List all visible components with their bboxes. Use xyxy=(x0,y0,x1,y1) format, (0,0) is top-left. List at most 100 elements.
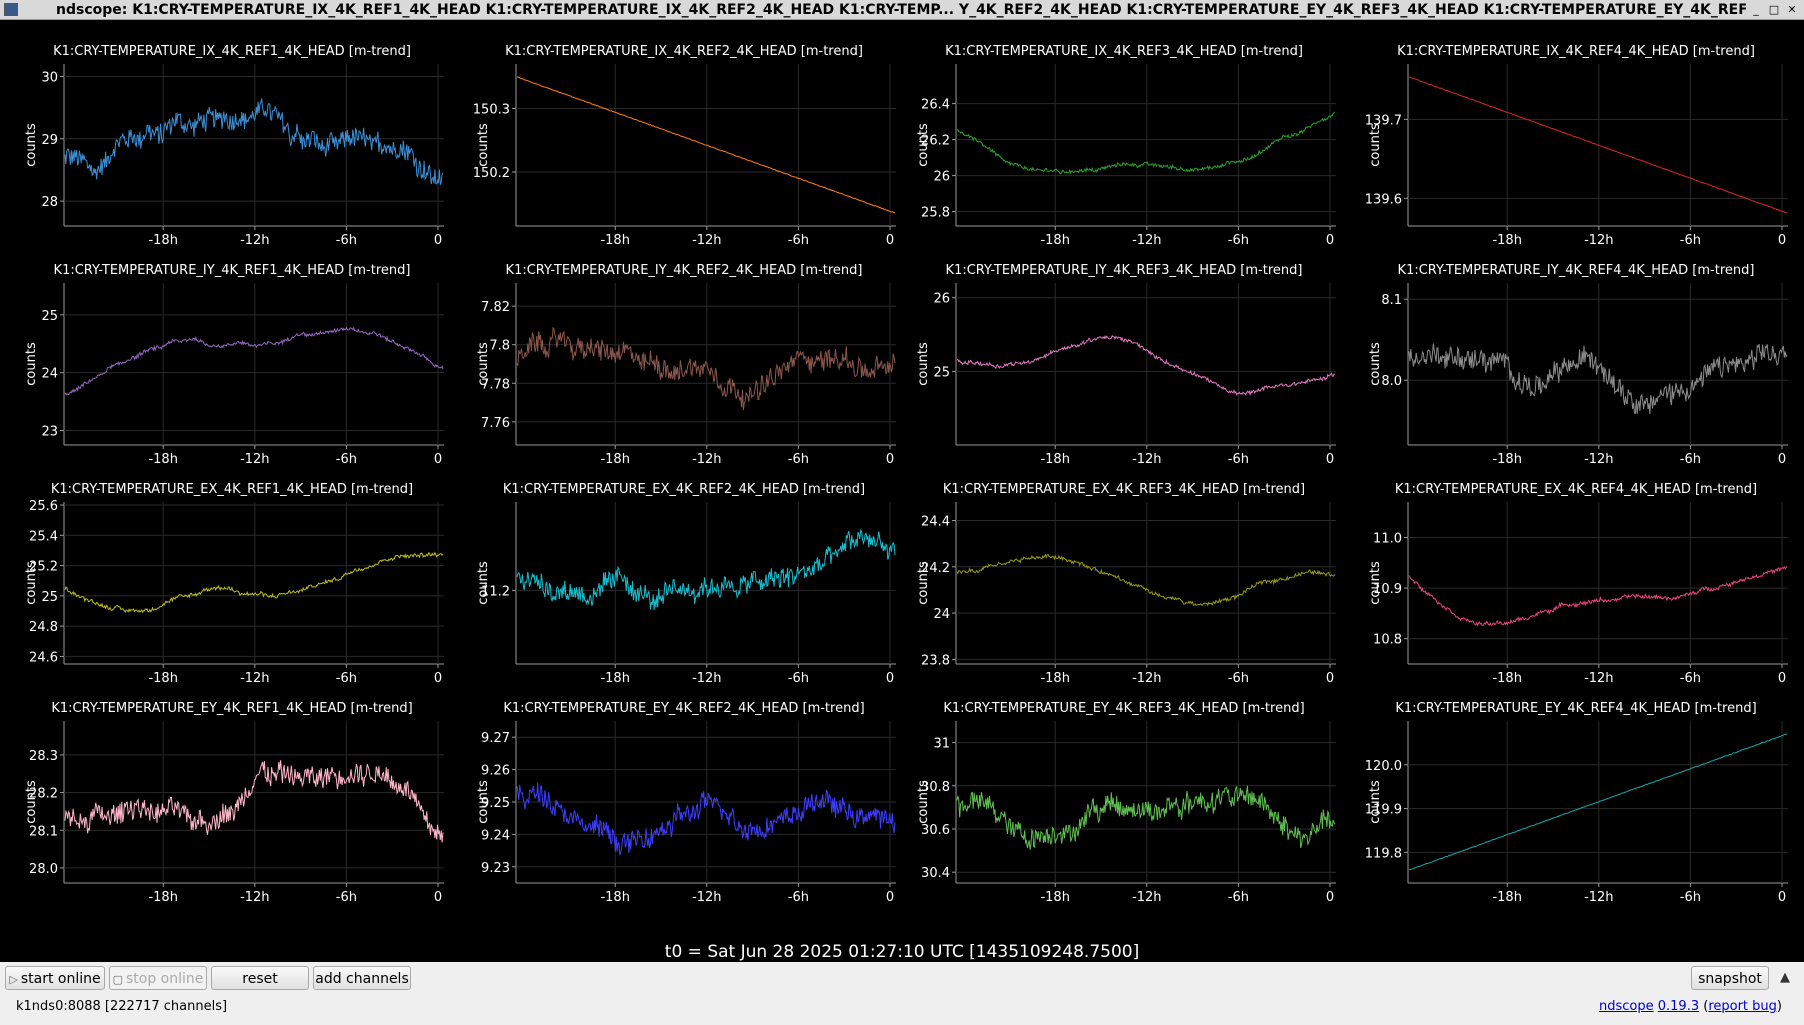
x-tick-label: 0 xyxy=(1326,890,1334,905)
y-axis-label: counts xyxy=(476,342,491,386)
y-tick-label: 24.4 xyxy=(921,515,950,530)
y-tick-label: 9.24 xyxy=(481,828,510,843)
plot-panel[interactable]: K1:CRY-TEMPERATURE_EX_4K_REF3_4K_HEAD [m… xyxy=(916,482,1336,686)
maximize-button[interactable]: □ xyxy=(1768,3,1780,16)
play-icon: ▷ xyxy=(9,973,18,986)
plot-area: K1:CRY-TEMPERATURE_IX_4K_REF1_4K_HEAD [m… xyxy=(0,20,1804,962)
y-tick-label: 26.4 xyxy=(921,98,950,113)
x-tick-label: 0 xyxy=(434,890,442,905)
x-tick-label: -6h xyxy=(1228,671,1249,686)
x-tick-label: -6h xyxy=(1680,890,1701,905)
plot-panel[interactable]: K1:CRY-TEMPERATURE_IX_4K_REF1_4K_HEAD [m… xyxy=(24,44,444,248)
x-tick-label: 0 xyxy=(886,890,894,905)
plot-panel[interactable]: K1:CRY-TEMPERATURE_EY_4K_REF3_4K_HEAD [m… xyxy=(916,701,1336,905)
bottom-toolbar: ▷ start online ▢ stop online reset add cha… xyxy=(0,962,1804,1025)
y-axis-label: counts xyxy=(916,561,931,605)
stop-icon: ▢ xyxy=(112,973,123,986)
plot-title: K1:CRY-TEMPERATURE_EY_4K_REF4_4K_HEAD [m… xyxy=(1395,701,1756,716)
title-bar: ndscope: K1:CRY-TEMPERATURE_IX_4K_REF1_4… xyxy=(0,0,1804,20)
y-tick-label: 24 xyxy=(41,367,58,382)
series-trace xyxy=(1408,565,1788,627)
y-tick-label: 10.8 xyxy=(1373,633,1402,648)
plot-title: K1:CRY-TEMPERATURE_IX_4K_REF1_4K_HEAD [m… xyxy=(53,44,411,59)
x-tick-label: -12h xyxy=(1584,671,1613,686)
x-tick-label: -18h xyxy=(1040,890,1069,905)
y-tick-label: 10.9 xyxy=(1373,582,1402,597)
x-tick-label: -18h xyxy=(1492,233,1521,248)
plot-panel[interactable]: K1:CRY-TEMPERATURE_EX_4K_REF1_4K_HEAD [m… xyxy=(24,482,444,686)
plot-panel[interactable]: K1:CRY-TEMPERATURE_IY_4K_REF1_4K_HEAD [m… xyxy=(24,263,444,467)
plot-panel[interactable]: K1:CRY-TEMPERATURE_IX_4K_REF4_4K_HEAD [m… xyxy=(1365,44,1788,248)
y-tick-label: 139.6 xyxy=(1365,192,1402,207)
y-tick-label: 8.1 xyxy=(1381,293,1402,308)
ndscope-link[interactable]: ndscope xyxy=(1598,999,1654,1014)
y-tick-label: 26 xyxy=(933,292,950,307)
plot-panel[interactable]: K1:CRY-TEMPERATURE_EY_4K_REF2_4K_HEAD [m… xyxy=(476,701,896,905)
plot-title: K1:CRY-TEMPERATURE_EY_4K_REF1_4K_HEAD [m… xyxy=(51,701,412,716)
x-tick-label: -6h xyxy=(1228,890,1249,905)
version-link[interactable]: 0.19.3 xyxy=(1657,999,1700,1014)
snapshot-button[interactable]: snapshot xyxy=(1691,966,1769,990)
status-text: k1nds0:8088 [222717 channels] xyxy=(16,999,228,1014)
add-channels-button[interactable]: add channels xyxy=(313,966,411,990)
y-tick-label: 28.2 xyxy=(29,787,58,802)
x-tick-label: -18h xyxy=(600,671,629,686)
y-tick-label: 28.3 xyxy=(29,749,58,764)
plot-title: K1:CRY-TEMPERATURE_EX_4K_REF3_4K_HEAD [m… xyxy=(943,482,1305,497)
x-tick-label: -6h xyxy=(1228,233,1249,248)
report-bug-link[interactable]: report bug xyxy=(1708,999,1777,1014)
app-icon xyxy=(4,3,18,16)
plot-title: K1:CRY-TEMPERATURE_IY_4K_REF1_4K_HEAD [m… xyxy=(54,263,411,278)
reset-button[interactable]: reset xyxy=(211,966,309,990)
minimize-button[interactable]: _ xyxy=(1753,3,1759,16)
plot-title: K1:CRY-TEMPERATURE_IX_4K_REF3_4K_HEAD [m… xyxy=(945,44,1303,59)
plot-panel[interactable]: K1:CRY-TEMPERATURE_IY_4K_REF2_4K_HEAD [m… xyxy=(476,263,896,467)
plot-panel[interactable]: K1:CRY-TEMPERATURE_EY_4K_REF1_4K_HEAD [m… xyxy=(24,701,444,905)
series-trace xyxy=(64,551,444,614)
plot-panel[interactable]: K1:CRY-TEMPERATURE_IX_4K_REF3_4K_HEAD [m… xyxy=(916,44,1336,248)
series-trace xyxy=(1408,76,1788,214)
stop-online-button[interactable]: ▢ stop online xyxy=(109,966,207,990)
plot-panel[interactable]: K1:CRY-TEMPERATURE_IY_4K_REF4_4K_HEAD [m… xyxy=(1368,263,1788,467)
close-button[interactable]: ✕ xyxy=(1787,3,1797,16)
plot-panel[interactable]: K1:CRY-TEMPERATURE_EX_4K_REF2_4K_HEAD [m… xyxy=(476,482,896,686)
x-tick-label: 0 xyxy=(1326,233,1334,248)
y-tick-label: 9.23 xyxy=(481,861,510,876)
x-tick-label: -6h xyxy=(788,233,809,248)
y-tick-label: 30 xyxy=(41,70,58,85)
series-trace xyxy=(956,111,1336,175)
y-tick-label: 120.0 xyxy=(1365,759,1402,774)
x-tick-label: -12h xyxy=(240,671,269,686)
x-tick-label: -12h xyxy=(1584,233,1613,248)
x-tick-label: -18h xyxy=(1040,233,1069,248)
plot-panel[interactable]: K1:CRY-TEMPERATURE_IY_4K_REF3_4K_HEAD [m… xyxy=(916,263,1336,467)
x-tick-label: -12h xyxy=(1584,452,1613,467)
y-tick-label: 139.7 xyxy=(1365,113,1402,128)
t0-label: t0 = Sat Jun 28 2025 01:27:10 UTC [14351… xyxy=(664,942,1140,962)
x-tick-label: 0 xyxy=(1326,671,1334,686)
y-tick-label: 30.6 xyxy=(921,823,950,838)
x-tick-label: 0 xyxy=(434,233,442,248)
y-tick-label: 30.4 xyxy=(921,866,950,881)
series-trace xyxy=(1408,733,1788,871)
series-trace xyxy=(956,553,1336,607)
y-tick-label: 24 xyxy=(933,607,950,622)
plot-panel[interactable]: K1:CRY-TEMPERATURE_EX_4K_REF4_4K_HEAD [m… xyxy=(1368,482,1788,686)
x-tick-label: -12h xyxy=(692,671,721,686)
plot-panel[interactable]: K1:CRY-TEMPERATURE_IX_4K_REF2_4K_HEAD [m… xyxy=(473,44,896,248)
x-tick-label: 0 xyxy=(1778,890,1786,905)
start-online-button[interactable]: ▷ start online xyxy=(5,966,105,990)
y-tick-label: 25 xyxy=(933,365,950,380)
window-title: ndscope: K1:CRY-TEMPERATURE_IX_4K_REF1_4… xyxy=(56,2,1746,18)
y-tick-label: 26 xyxy=(933,170,950,185)
x-tick-label: -12h xyxy=(240,890,269,905)
x-tick-label: -12h xyxy=(240,233,269,248)
plot-grid[interactable]: K1:CRY-TEMPERATURE_IX_4K_REF1_4K_HEAD [m… xyxy=(0,20,1804,962)
collapse-arrow-icon[interactable]: ▲ xyxy=(1780,970,1790,985)
plot-title: K1:CRY-TEMPERATURE_EY_4K_REF3_4K_HEAD [m… xyxy=(943,701,1304,716)
y-tick-label: 25.2 xyxy=(29,560,58,575)
series-trace xyxy=(1408,343,1788,415)
plot-panel[interactable]: K1:CRY-TEMPERATURE_EY_4K_REF4_4K_HEAD [m… xyxy=(1365,701,1788,905)
y-tick-label: 31 xyxy=(933,737,950,752)
y-tick-label: 7.78 xyxy=(481,377,510,392)
